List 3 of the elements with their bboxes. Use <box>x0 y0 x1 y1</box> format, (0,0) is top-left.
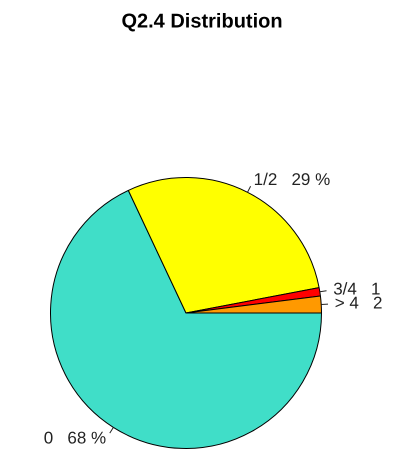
slice-label: 1/2 29 % <box>254 170 330 189</box>
slice-label: 0 68 % <box>44 428 106 448</box>
chart-title: Q2.4 Distribution <box>121 10 283 33</box>
